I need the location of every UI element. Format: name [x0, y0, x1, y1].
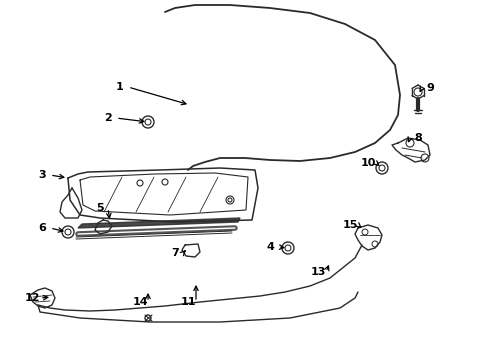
Text: 12: 12 [24, 293, 40, 303]
Text: 15: 15 [342, 220, 357, 230]
Text: 9: 9 [425, 83, 433, 93]
Text: 7: 7 [171, 248, 179, 258]
Text: 11: 11 [180, 297, 195, 307]
Text: 6: 6 [38, 223, 46, 233]
Text: 1: 1 [116, 82, 123, 92]
Text: 4: 4 [265, 242, 273, 252]
Text: 2: 2 [104, 113, 112, 123]
Text: 8: 8 [413, 133, 421, 143]
Text: 13: 13 [310, 267, 325, 277]
Text: 3: 3 [38, 170, 46, 180]
Text: 10: 10 [360, 158, 375, 168]
Polygon shape [78, 218, 240, 228]
Text: 5: 5 [96, 203, 103, 213]
Text: 14: 14 [132, 297, 147, 307]
